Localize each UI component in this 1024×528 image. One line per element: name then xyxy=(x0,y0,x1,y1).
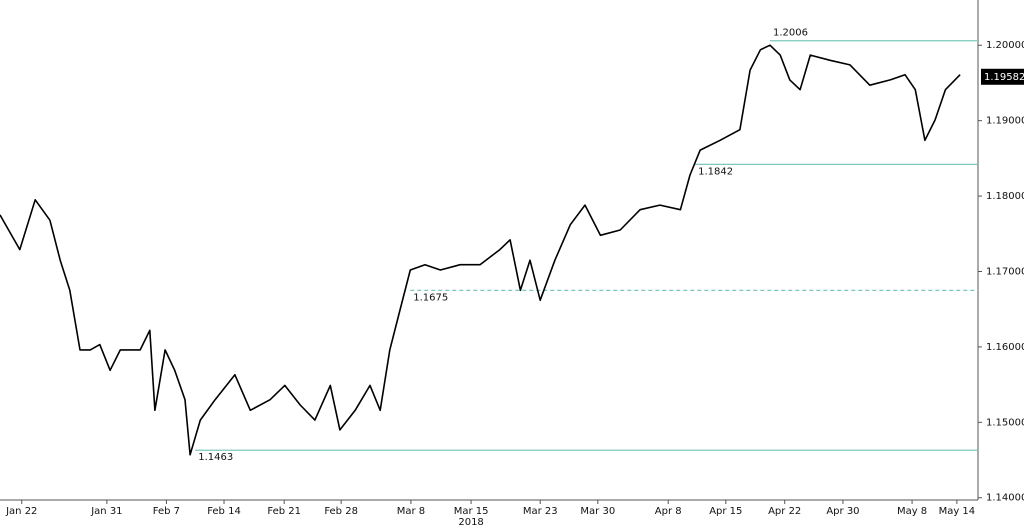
x-axis-label: 2018 xyxy=(458,517,483,528)
reference-label: 1.1842 xyxy=(698,166,733,177)
last-price-box xyxy=(981,68,1024,85)
x-tick-label: Apr 8 xyxy=(655,506,682,517)
x-tick-label: May 14 xyxy=(939,506,976,517)
x-tick-label: Feb 28 xyxy=(324,506,358,517)
y-tick-label: 1.16000 xyxy=(986,342,1024,353)
x-tick-label: Feb 14 xyxy=(207,506,241,517)
x-tick-label: Mar 23 xyxy=(523,506,558,517)
price-line xyxy=(0,44,961,456)
y-tick-label: 1.14000 xyxy=(986,493,1024,504)
last-price-label: 1.19582 xyxy=(984,72,1024,83)
x-tick-label: Feb 21 xyxy=(267,506,301,517)
x-tick-label: Mar 15 xyxy=(454,506,489,517)
y-tick-label: 1.18000 xyxy=(986,191,1024,202)
x-tick-label: Mar 30 xyxy=(580,506,615,517)
reference-label: 1.2006 xyxy=(773,28,808,39)
y-tick-label: 1.15000 xyxy=(986,417,1024,428)
reference-label: 1.1463 xyxy=(198,452,233,463)
y-tick-label: 1.20000 xyxy=(986,40,1024,51)
x-tick-label: May 8 xyxy=(897,506,927,517)
x-tick-label: Apr 15 xyxy=(709,506,742,517)
x-tick-label: Jan 22 xyxy=(5,506,37,517)
y-tick-label: 1.17000 xyxy=(986,266,1024,277)
y-tick-label: 1.19000 xyxy=(986,116,1024,127)
x-tick-label: Mar 8 xyxy=(397,506,425,517)
x-tick-label: Jan 31 xyxy=(90,506,122,517)
reference-label: 1.1675 xyxy=(413,292,448,303)
x-tick-label: Apr 30 xyxy=(826,506,859,517)
x-tick-label: Apr 22 xyxy=(768,506,801,517)
x-tick-label: Feb 7 xyxy=(153,506,180,517)
